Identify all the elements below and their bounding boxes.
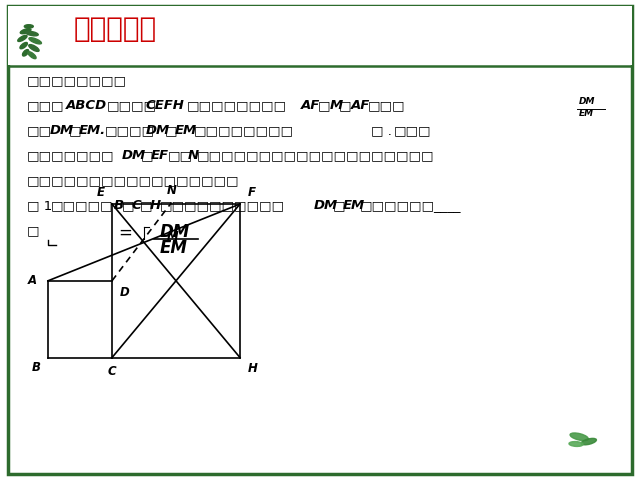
Text: □: □ bbox=[339, 99, 352, 112]
Text: C: C bbox=[132, 199, 141, 212]
Text: □□□□□□□□: □□□□□□□□ bbox=[194, 124, 294, 137]
Ellipse shape bbox=[22, 49, 29, 56]
Text: □: □ bbox=[333, 199, 346, 212]
Text: A: A bbox=[28, 274, 36, 288]
Ellipse shape bbox=[29, 37, 42, 44]
Text: □□□□□□□□: □□□□□□□□ bbox=[27, 74, 127, 87]
Text: DM: DM bbox=[122, 149, 146, 162]
Text: □: □ bbox=[122, 199, 135, 212]
Text: □□□□□□□□□□□□□□□□□□□: □□□□□□□□□□□□□□□□□□□ bbox=[197, 149, 435, 162]
Text: □□: □□ bbox=[168, 149, 193, 162]
Text: □ 1: □ 1 bbox=[27, 199, 52, 212]
Text: H: H bbox=[248, 362, 257, 375]
Text: H: H bbox=[150, 199, 161, 212]
Ellipse shape bbox=[24, 24, 33, 28]
Text: =: = bbox=[118, 224, 132, 242]
Text: DM: DM bbox=[160, 223, 190, 241]
Text: AF: AF bbox=[301, 99, 320, 112]
Text: EM.: EM. bbox=[79, 124, 106, 137]
Text: DM: DM bbox=[314, 199, 338, 212]
Text: □□□□□□□□□□: □□□□□□□□□□ bbox=[160, 199, 285, 212]
Text: N: N bbox=[166, 184, 177, 197]
Text: EM: EM bbox=[579, 109, 595, 118]
Text: □ .: □ . bbox=[371, 124, 392, 137]
Text: EM: EM bbox=[160, 239, 188, 257]
Text: □: □ bbox=[27, 224, 40, 237]
Text: D: D bbox=[120, 286, 129, 299]
Ellipse shape bbox=[18, 36, 27, 41]
Text: □□□□: □□□□ bbox=[107, 99, 157, 112]
Text: F: F bbox=[248, 186, 256, 199]
Text: M: M bbox=[330, 99, 343, 112]
Text: DM: DM bbox=[579, 97, 596, 106]
Text: □: □ bbox=[318, 99, 331, 112]
Text: EF: EF bbox=[150, 149, 168, 162]
Text: □□□□□: □□□□□ bbox=[51, 199, 114, 212]
Ellipse shape bbox=[581, 438, 596, 445]
Text: □: □ bbox=[165, 124, 178, 137]
Text: M: M bbox=[166, 230, 178, 243]
Text: □□□□: □□□□ bbox=[104, 124, 154, 137]
Text: □: □ bbox=[141, 149, 154, 162]
Bar bbox=[8, 6, 632, 65]
Text: EM: EM bbox=[342, 199, 365, 212]
Text: CEFH: CEFH bbox=[146, 99, 185, 112]
Text: B: B bbox=[31, 361, 40, 374]
Text: AF: AF bbox=[351, 99, 370, 112]
Text: C: C bbox=[108, 365, 116, 378]
Text: N: N bbox=[188, 149, 198, 162]
Text: □□□□□□____: □□□□□□____ bbox=[360, 199, 461, 212]
Ellipse shape bbox=[26, 31, 38, 36]
Text: EM: EM bbox=[175, 124, 197, 137]
Ellipse shape bbox=[20, 29, 31, 34]
Ellipse shape bbox=[570, 433, 588, 441]
Text: ABCD: ABCD bbox=[66, 99, 107, 112]
Text: □□□: □□□ bbox=[27, 99, 65, 112]
Text: B: B bbox=[114, 199, 124, 212]
Text: E: E bbox=[96, 186, 104, 199]
Text: □: □ bbox=[140, 199, 153, 212]
Text: DM: DM bbox=[49, 124, 74, 137]
Text: □: □ bbox=[69, 124, 82, 137]
Text: □□□: □□□ bbox=[394, 124, 431, 137]
Text: □□: □□ bbox=[27, 124, 52, 137]
Text: □□□□□□□□: □□□□□□□□ bbox=[187, 99, 287, 112]
Ellipse shape bbox=[28, 52, 36, 59]
Text: □□□□□□□□□□□□□□□□□: □□□□□□□□□□□□□□□□□ bbox=[27, 174, 239, 187]
Text: □□□□□□□: □□□□□□□ bbox=[27, 149, 115, 162]
Text: □□□: □□□ bbox=[368, 99, 406, 112]
Text: 知识点复习: 知识点复习 bbox=[74, 15, 157, 43]
Ellipse shape bbox=[29, 45, 39, 51]
Ellipse shape bbox=[20, 42, 28, 49]
Text: DM: DM bbox=[146, 124, 170, 137]
Ellipse shape bbox=[569, 442, 583, 446]
